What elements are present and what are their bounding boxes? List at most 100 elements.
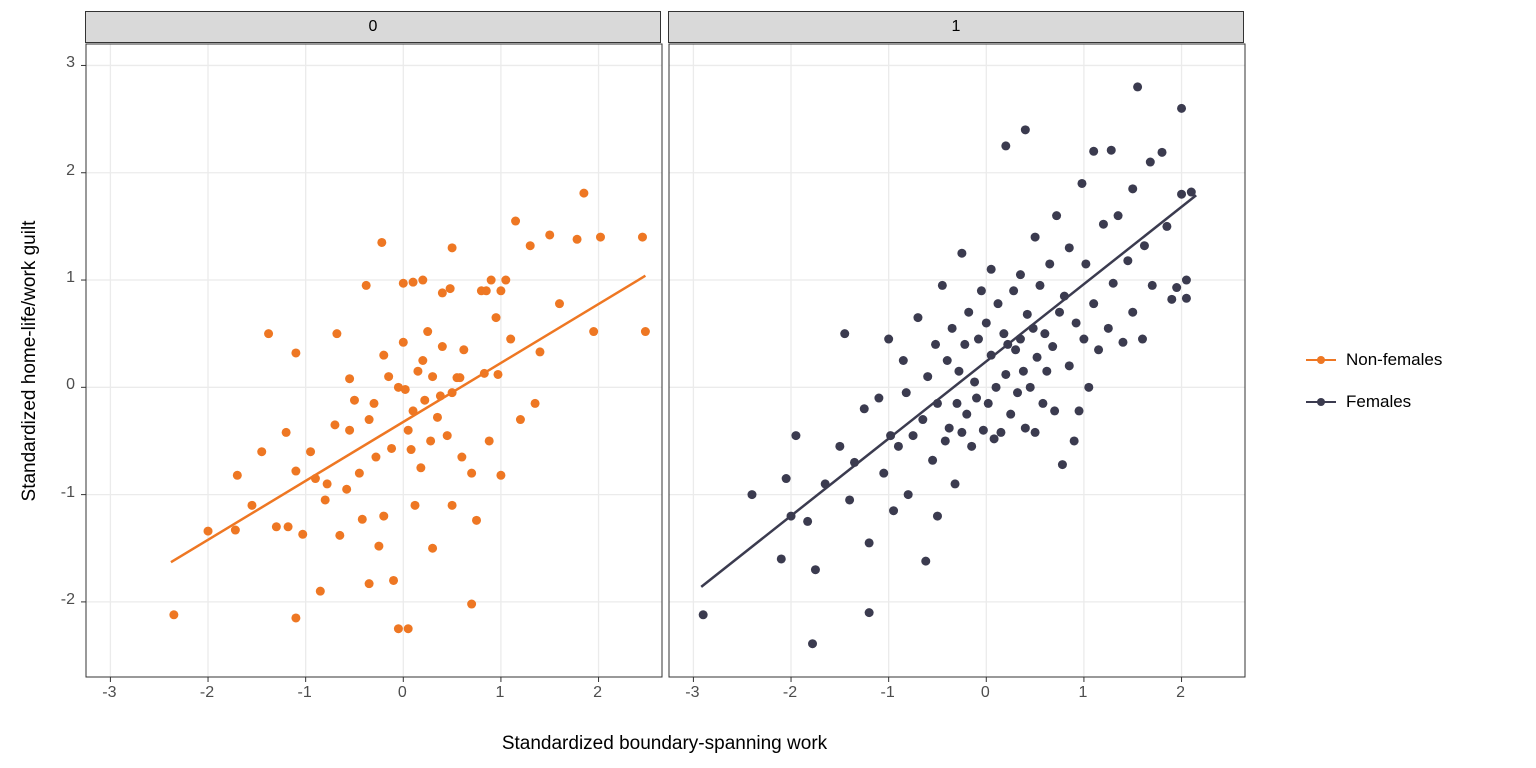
scatter-point (1033, 353, 1042, 362)
scatter-point (1035, 281, 1044, 290)
scatter-point (977, 286, 986, 295)
scatter-point (1026, 383, 1035, 392)
scatter-point (1079, 335, 1088, 344)
scatter-point (496, 286, 505, 295)
scatter-point (984, 399, 993, 408)
scatter-point (1146, 158, 1155, 167)
scatter-point (428, 372, 437, 381)
scatter-point (982, 318, 991, 327)
scatter-point (409, 278, 418, 287)
legend-item-non-females: Non-females (1306, 350, 1442, 370)
scatter-point (282, 428, 291, 437)
scatter-point (1048, 342, 1057, 351)
scatter-point (579, 189, 588, 198)
scatter-point (1114, 211, 1123, 220)
scatter-point (501, 276, 510, 285)
scatter-point (1133, 82, 1142, 91)
scatter-point (1138, 335, 1147, 344)
scatter-point (938, 281, 947, 290)
facet-strip: 0 (85, 11, 661, 43)
legend-label-females: Females (1346, 392, 1411, 412)
scatter-point (389, 576, 398, 585)
y-tick-label: 0 (45, 376, 75, 394)
scatter-point (1042, 367, 1051, 376)
scatter-point (884, 335, 893, 344)
scatter-point (399, 338, 408, 347)
scatter-point (1167, 295, 1176, 304)
scatter-point (1182, 276, 1191, 285)
scatter-point (485, 436, 494, 445)
scatter-point (948, 324, 957, 333)
scatter-point (845, 495, 854, 504)
scatter-point (291, 348, 300, 357)
scatter-point (418, 276, 427, 285)
scatter-facet-chart: Standardized home-life/work guilt Standa… (0, 0, 1536, 768)
scatter-point (433, 413, 442, 422)
scatter-point (992, 383, 1001, 392)
scatter-point (1075, 406, 1084, 415)
x-tick-label: 1 (1063, 684, 1103, 702)
x-tick-label: -1 (285, 684, 325, 702)
scatter-point (1089, 147, 1098, 156)
legend-item-females: Females (1306, 392, 1442, 412)
scatter-point (1055, 308, 1064, 317)
scatter-point (943, 356, 952, 365)
scatter-point (1177, 190, 1186, 199)
scatter-point (957, 249, 966, 258)
scatter-point (1172, 283, 1181, 292)
scatter-point (699, 610, 708, 619)
scatter-point (918, 415, 927, 424)
scatter-point (933, 512, 942, 521)
x-axis-title: Standardized boundary-spanning work (85, 733, 1244, 755)
scatter-point (638, 233, 647, 242)
scatter-point (316, 587, 325, 596)
scatter-point (954, 367, 963, 376)
scatter-point (1140, 241, 1149, 250)
scatter-point (747, 490, 756, 499)
scatter-point (1123, 256, 1132, 265)
scatter-point (1077, 179, 1086, 188)
scatter-point (573, 235, 582, 244)
scatter-point (387, 444, 396, 453)
scatter-point (1031, 233, 1040, 242)
x-tick-label: 0 (965, 684, 1005, 702)
scatter-point (777, 554, 786, 563)
scatter-point (467, 600, 476, 609)
scatter-point (1052, 211, 1061, 220)
y-tick-label: -2 (45, 591, 75, 609)
scatter-point (284, 522, 293, 531)
scatter-point (1065, 361, 1074, 370)
x-tick-label: -3 (672, 684, 712, 702)
scatter-point (902, 388, 911, 397)
scatter-point (370, 399, 379, 408)
scatter-point (426, 436, 435, 445)
scatter-point (596, 233, 605, 242)
y-tick-label: 3 (45, 54, 75, 72)
scatter-point (516, 415, 525, 424)
scatter-point (423, 327, 432, 336)
scatter-point (204, 527, 213, 536)
scatter-point (467, 469, 476, 478)
scatter-point (1006, 410, 1015, 419)
scatter-point (1162, 222, 1171, 231)
scatter-point (894, 442, 903, 451)
scatter-point (438, 342, 447, 351)
scatter-point (931, 340, 940, 349)
scatter-point (472, 516, 481, 525)
scatter-point (953, 399, 962, 408)
scatter-point (306, 447, 315, 456)
scatter-point (455, 373, 464, 382)
scatter-point (496, 471, 505, 480)
scatter-point (448, 243, 457, 252)
scatter-point (428, 544, 437, 553)
scatter-point (1023, 310, 1032, 319)
scatter-point (1158, 148, 1167, 157)
scatter-point (335, 531, 344, 540)
scatter-point (1045, 259, 1054, 268)
scatter-point (350, 396, 359, 405)
scatter-point (377, 238, 386, 247)
scatter-point (996, 428, 1005, 437)
scatter-point (962, 410, 971, 419)
scatter-point (404, 624, 413, 633)
facet-strip: 1 (668, 11, 1244, 43)
